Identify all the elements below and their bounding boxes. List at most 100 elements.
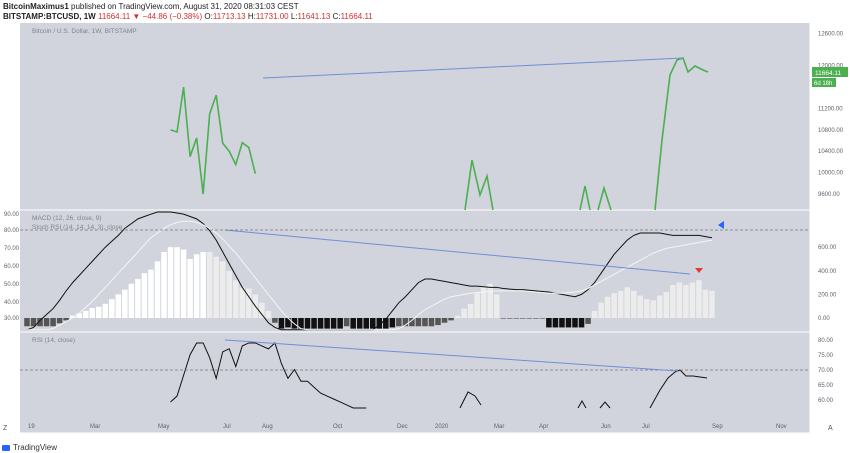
macd-histogram-bar — [533, 318, 539, 319]
macd-histogram-bar — [454, 315, 461, 318]
macd-histogram-bar — [559, 318, 565, 328]
price-tick-label: 10800.00 — [818, 128, 844, 134]
macd-histogram-bar — [630, 290, 637, 318]
macd-histogram-bar — [643, 299, 650, 318]
price-line — [579, 185, 591, 211]
macd-tick-label: 600.00 — [818, 245, 837, 251]
chart-background — [20, 23, 810, 433]
macd-histogram-bar — [82, 310, 89, 318]
last-price: 11664.11 — [97, 12, 131, 21]
macd-histogram-bar — [135, 279, 141, 318]
macd-histogram-bar — [670, 284, 676, 318]
macd-histogram-bar — [278, 318, 285, 329]
open-label: O: — [204, 12, 213, 21]
macd-histogram-bar — [56, 318, 63, 324]
macd-histogram-bar — [115, 294, 122, 318]
price-line — [464, 159, 494, 211]
footer: TradingView — [2, 443, 57, 452]
macd-histogram-bar — [402, 318, 409, 327]
time-tick-label: Jul — [223, 424, 231, 430]
macd-histogram-bar — [520, 318, 526, 319]
rsi-tick-label: 70.00 — [818, 368, 834, 374]
macd-histogram-bar — [285, 318, 291, 328]
macd-histogram-bar — [487, 283, 493, 318]
high-label: H: — [247, 12, 256, 21]
macd-histogram-bar — [259, 302, 265, 318]
time-tick-label: May — [158, 424, 169, 430]
macd-histogram-bar — [304, 318, 311, 329]
macd-histogram-bar — [552, 318, 559, 328]
macd-histogram-bar — [663, 292, 670, 318]
rsi-tick-label: 65.00 — [818, 383, 834, 389]
macd-histogram-bar — [448, 318, 454, 321]
macd-histogram-bar — [265, 310, 272, 318]
macd-histogram-bar — [657, 295, 663, 318]
low-value: 11641.13 — [297, 12, 331, 21]
macd-histogram-bar — [350, 318, 356, 329]
time-tick-label: Jul — [642, 424, 650, 430]
macd-histogram-bar — [591, 310, 598, 318]
macd-histogram-bar — [174, 247, 180, 318]
macd-histogram-bar — [337, 318, 343, 329]
time-tick-label: Jun — [601, 424, 611, 430]
publish-text: published on TradingView.com, August 31,… — [71, 2, 299, 11]
auto-scale-button[interactable]: A — [828, 425, 833, 432]
macd-histogram-bar — [187, 259, 193, 318]
price-tick-label: 11200.00 — [818, 106, 843, 112]
stochrsi-tick-label: 60.00 — [4, 264, 20, 270]
macd-histogram-bar — [50, 318, 56, 327]
macd-histogram-bar — [539, 318, 546, 319]
rsi-pane-title: RSI (14, close) — [32, 337, 75, 344]
time-tick-label: Apr — [539, 424, 548, 430]
macd-histogram-bar — [343, 318, 350, 327]
macd-histogram-bar — [246, 288, 252, 318]
rsi-line — [599, 401, 611, 409]
macd-histogram-bar — [369, 318, 376, 329]
price-tick-label: 12600.00 — [818, 32, 844, 38]
stochrsi-tick-label: 90.00 — [4, 212, 20, 218]
macd-histogram-bar — [585, 318, 591, 324]
stochrsi-tick-label: 40.00 — [4, 300, 20, 306]
rsi-line — [170, 342, 367, 409]
macd-histogram-bar — [709, 290, 715, 318]
macd-histogram-bar — [69, 315, 76, 318]
macd-histogram-bar — [506, 318, 513, 319]
macd-histogram-bar — [604, 296, 611, 318]
macd-histogram-bar — [76, 313, 82, 318]
macd-histogram-bar — [435, 318, 441, 326]
macd-histogram-bar — [200, 251, 206, 318]
bearish-marker-icon — [695, 268, 703, 273]
macd-histogram-bar — [650, 300, 657, 318]
macd-histogram-bar — [193, 254, 200, 318]
down-arrow-icon: ▼ — [132, 12, 141, 21]
macd-histogram-bar — [683, 284, 689, 318]
macd-tick-label: 400.00 — [818, 269, 837, 275]
macd-histogram-bar — [206, 251, 213, 318]
macd-histogram-bar — [37, 318, 43, 327]
macd-histogram-bar — [141, 273, 148, 318]
macd-histogram-bar — [546, 318, 552, 328]
time-tick-label: Sep — [712, 424, 723, 430]
ohlc-bar: BITSTAMP:BTCUSD, 1W 11664.11 ▼ −44.86 (−… — [3, 12, 373, 21]
macd-histogram-bar — [219, 261, 226, 318]
close-value: 11664.11 — [340, 12, 373, 21]
macd-histogram-bar — [24, 318, 30, 327]
macd-histogram-bar — [513, 318, 520, 319]
time-tick-label: 19 — [28, 424, 35, 430]
macd-histogram-bar — [161, 251, 167, 318]
rsi-tick-label: 80.00 — [818, 338, 834, 344]
time-tick-label: Mar — [90, 424, 100, 430]
macd-histogram-bar — [474, 293, 480, 318]
rsi-line — [577, 399, 587, 409]
zoom-button[interactable]: Z — [3, 425, 8, 432]
stochrsi-pane-title: Stoch RSI (14, 14, 14, 3), close — [32, 224, 123, 231]
macd-histogram-bar — [461, 308, 467, 318]
time-tick-label: Nov — [776, 424, 787, 430]
macd-histogram-bar — [30, 318, 37, 327]
macd-histogram-bar — [122, 289, 128, 318]
macd-histogram-bar — [565, 318, 572, 328]
rsi-trendline — [224, 339, 679, 372]
rsi-tick-label: 75.00 — [818, 353, 834, 359]
macd-histogram-bar — [611, 293, 617, 318]
